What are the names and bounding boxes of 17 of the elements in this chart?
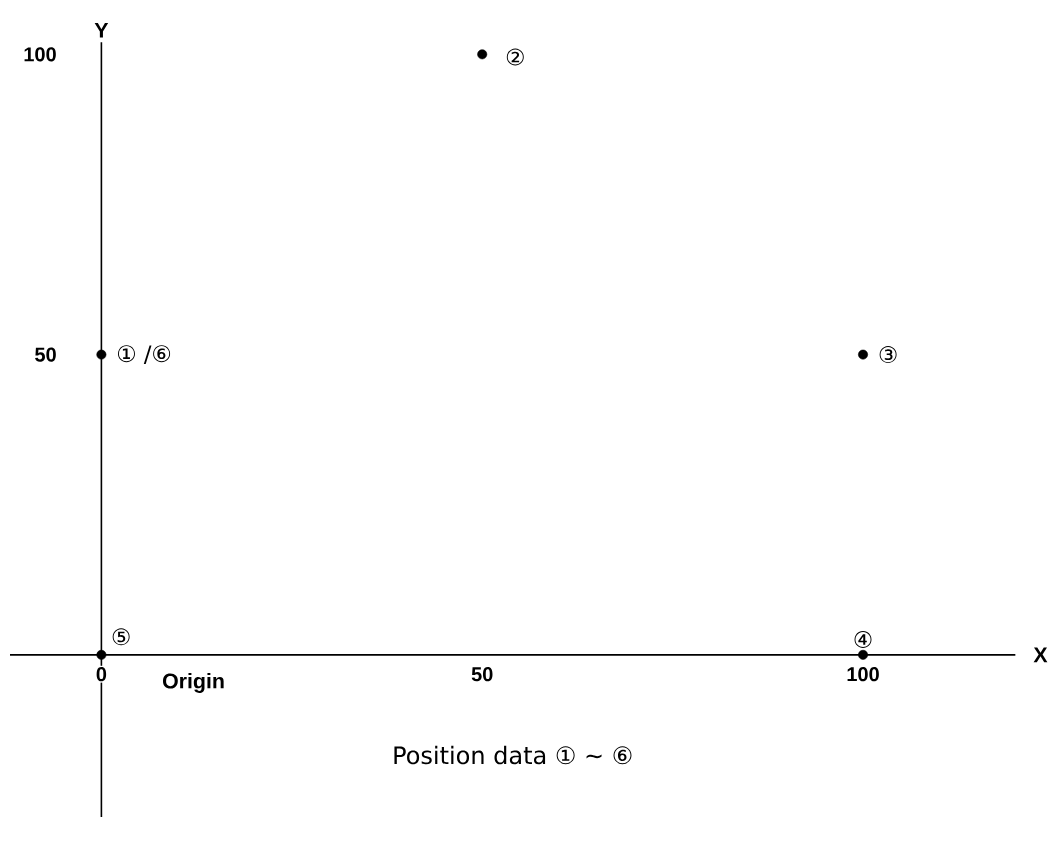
annotation: Origin <box>162 672 224 693</box>
point <box>96 349 107 360</box>
annotation: ④ <box>854 630 872 648</box>
point <box>477 49 488 60</box>
point <box>96 649 107 660</box>
annotation: ① /⑥ <box>118 345 171 365</box>
annotation: ③ <box>879 346 897 364</box>
x-tick-label: 100 <box>847 667 879 682</box>
x-axis-title: X <box>1033 647 1048 663</box>
y-axis-title: Y <box>94 22 109 38</box>
annotation: Position data ① ~ ⑥ <box>394 745 632 765</box>
x-tick-label: 50 <box>471 667 493 682</box>
point <box>858 349 868 360</box>
point <box>858 649 868 660</box>
x-tick-label: 0 <box>96 667 107 682</box>
annotation: ⑤ <box>112 628 130 646</box>
annotation: ② <box>506 48 524 66</box>
